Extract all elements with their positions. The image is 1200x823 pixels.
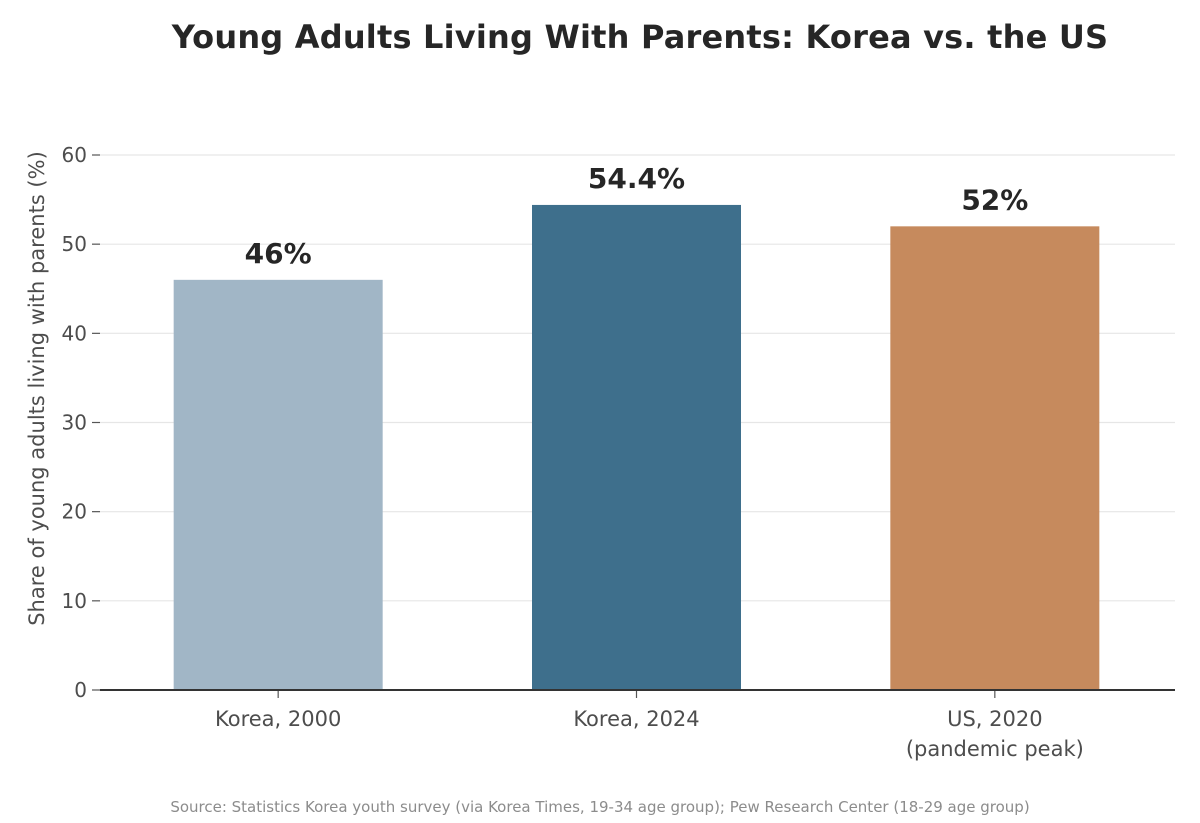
bar bbox=[532, 204, 741, 690]
x-tick-label: Korea, 2000 bbox=[215, 707, 341, 731]
chart-title: Young Adults Living With Parents: Korea … bbox=[171, 18, 1109, 56]
y-tick-label: 30 bbox=[62, 411, 87, 435]
y-tick-label: 50 bbox=[62, 232, 87, 256]
y-axis-label: Share of young adults living with parent… bbox=[25, 151, 49, 626]
y-tick-label: 60 bbox=[62, 143, 87, 167]
x-tick-label: (pandemic peak) bbox=[906, 737, 1084, 761]
data-label: 52% bbox=[961, 183, 1028, 216]
bar bbox=[173, 279, 383, 690]
y-tick-label: 0 bbox=[74, 678, 87, 702]
data-label: 54.4% bbox=[588, 162, 685, 195]
x-tick-label: US, 2020 bbox=[947, 707, 1043, 731]
data-label: 46% bbox=[245, 237, 312, 270]
y-tick-label: 20 bbox=[62, 500, 87, 524]
y-tick-label: 10 bbox=[62, 589, 87, 613]
source-note: Source: Statistics Korea youth survey (v… bbox=[170, 798, 1030, 816]
y-tick-label: 40 bbox=[62, 321, 87, 345]
bar bbox=[890, 226, 1100, 691]
x-tick-label: Korea, 2024 bbox=[573, 707, 699, 731]
